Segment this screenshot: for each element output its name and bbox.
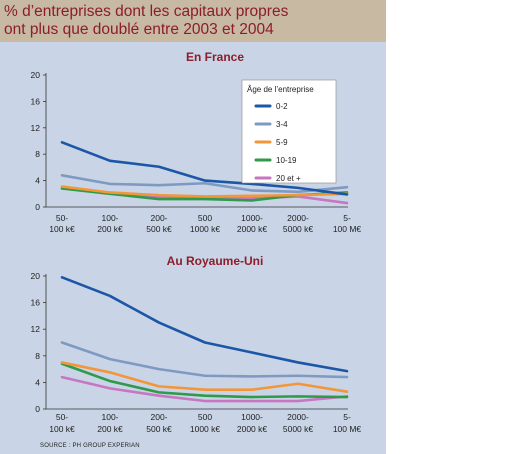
- title-band: % d’entreprises dont les capitaux propre…: [0, 0, 386, 42]
- x-tick-label: 5-: [343, 412, 351, 422]
- legend-item-label: 0-2: [276, 102, 288, 111]
- x-tick-label: 100 k€: [49, 224, 75, 234]
- x-tick-label: 1000 k€: [190, 424, 221, 434]
- series-line-3-4: [60, 174, 349, 194]
- x-tick-label: 2000 k€: [237, 424, 268, 434]
- x-tick-label: 200-: [150, 213, 167, 223]
- x-tick-label: 2000 k€: [237, 224, 268, 234]
- x-tick-label: 500 k€: [146, 424, 172, 434]
- x-tick-label: 500 k€: [146, 224, 172, 234]
- series-line-20-et-: [60, 375, 349, 403]
- x-tick-label: 200 k€: [97, 224, 123, 234]
- legend-item-label: 5-9: [276, 138, 288, 147]
- x-tick-label: 5000 k€: [283, 224, 314, 234]
- figure-title-line-2: ont plus que doublé entre 2003 et 2004: [4, 21, 274, 38]
- y-tick-label: 4: [35, 377, 40, 387]
- legend-box: [241, 79, 337, 184]
- legend-title: Âge de l’entreprise: [247, 85, 314, 94]
- y-tick-label: 4: [35, 176, 40, 186]
- x-tick-label: 100-: [101, 213, 118, 223]
- x-tick-label: 2000-: [287, 213, 309, 223]
- series-line-5-9: [60, 361, 349, 394]
- x-tick-label: 50-: [56, 412, 68, 422]
- figure-title-line-1: % d’entreprises dont les capitaux propre…: [4, 3, 289, 20]
- chart-title: Au Royaume-Uni: [167, 254, 264, 268]
- x-tick-label: 100-: [101, 412, 118, 422]
- x-tick-label: 100 M€: [333, 224, 362, 234]
- series-line-0-2: [60, 276, 349, 373]
- x-tick-label: 500: [198, 412, 212, 422]
- chart-2: Au Royaume-Uni 0 4 8 12 16 20 50- 100 k€ 100- 200 …: [31, 254, 362, 434]
- x-tick-label: 5000 k€: [283, 424, 314, 434]
- y-tick-label: 8: [35, 351, 40, 361]
- series-line-5-9: [60, 185, 349, 198]
- y-tick-label: 16: [31, 298, 41, 308]
- chart-title: En France: [186, 50, 244, 64]
- chart-1: En France 0 4 8 12 16 20 50-100 k€ 100-200 k€ 200…: [31, 50, 362, 234]
- y-tick-label: 16: [31, 96, 41, 106]
- y-tick-label: 8: [35, 149, 40, 159]
- y-tick-label: 0: [35, 404, 40, 414]
- x-tick-label: 50-: [56, 213, 68, 223]
- x-tick-label: 2000-: [287, 412, 309, 422]
- x-tick-label: 5-: [343, 213, 351, 223]
- legend-item-label: 3-4: [276, 120, 288, 129]
- x-tick-label: 500: [198, 213, 212, 223]
- y-tick-label: 12: [31, 324, 41, 334]
- y-tick-label: 12: [31, 123, 41, 133]
- x-tick-label: 200 k€: [97, 424, 123, 434]
- series-line-3-4: [60, 341, 349, 379]
- y-tick-label: 20: [31, 271, 41, 281]
- x-tick-label: 1000 k€: [190, 224, 221, 234]
- series-line-0-2: [60, 141, 349, 196]
- y-tick-label: 20: [31, 70, 41, 80]
- y-tick-label: 0: [35, 202, 40, 212]
- figure-panel: % d’entreprises dont les capitaux propre…: [0, 0, 386, 454]
- x-tick-label: 100 M€: [333, 424, 362, 434]
- x-tick-label: 1000-: [241, 213, 263, 223]
- series-line-10-19: [60, 362, 349, 399]
- legend: Âge de l’entreprise 0-2 3-4 5-9 10-19 20 et +: [241, 79, 337, 184]
- x-tick-label: 1000-: [241, 412, 263, 422]
- legend-item-label: 10-19: [276, 156, 297, 165]
- x-tick-label: 100 k€: [49, 424, 75, 434]
- x-tick-label: 200-: [150, 412, 167, 422]
- source-note: SOURCE : PH GROUP EXPERIAN: [40, 443, 140, 449]
- legend-item-label: 20 et +: [276, 174, 301, 183]
